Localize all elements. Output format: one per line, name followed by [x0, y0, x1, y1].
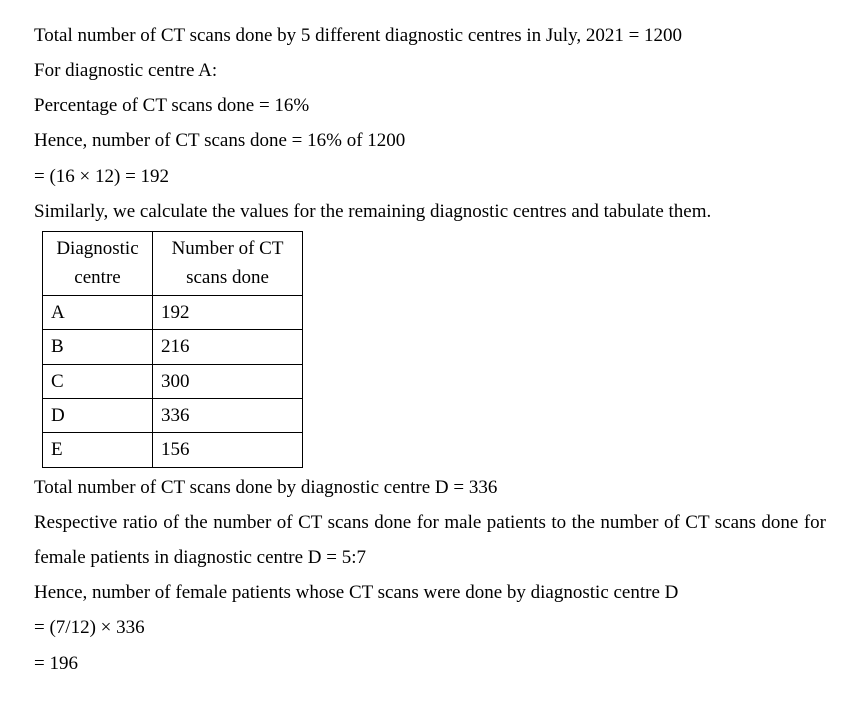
table-cell-scans: 216 — [153, 330, 303, 364]
table-header-centre: Diagnostic centre — [43, 231, 153, 295]
table-cell-scans: 300 — [153, 364, 303, 398]
table-row: C 300 — [43, 364, 303, 398]
ct-scans-table: Diagnostic centre Number of CT scans don… — [42, 231, 303, 468]
table-row: E 156 — [43, 433, 303, 467]
table-cell-centre: E — [43, 433, 153, 467]
table-row: A 192 — [43, 295, 303, 329]
table-cell-scans: 336 — [153, 399, 303, 433]
table-cell-centre: C — [43, 364, 153, 398]
text-line-10: = (7/12) × 336 — [34, 610, 826, 645]
text-line-8: Respective ratio of the number of CT sca… — [34, 505, 826, 575]
text-line-5: = (16 × 12) = 192 — [34, 159, 826, 194]
table-cell-centre: D — [43, 399, 153, 433]
text-line-9: Hence, number of female patients whose C… — [34, 575, 826, 610]
text-line-3: Percentage of CT scans done = 16% — [34, 88, 826, 123]
table-header-row: Diagnostic centre Number of CT scans don… — [43, 231, 303, 295]
text-line-6: Similarly, we calculate the values for t… — [34, 194, 826, 229]
table-cell-scans: 156 — [153, 433, 303, 467]
text-line-2: For diagnostic centre A: — [34, 53, 826, 88]
table-row: D 336 — [43, 399, 303, 433]
table-header-scans: Number of CT scans done — [153, 231, 303, 295]
text-line-11: = 196 — [34, 646, 826, 681]
text-line-4: Hence, number of CT scans done = 16% of … — [34, 123, 826, 158]
table-cell-centre: A — [43, 295, 153, 329]
text-line-7: Total number of CT scans done by diagnos… — [34, 470, 826, 505]
text-line-1: Total number of CT scans done by 5 diffe… — [34, 18, 826, 53]
table-cell-centre: B — [43, 330, 153, 364]
table-cell-scans: 192 — [153, 295, 303, 329]
table-row: B 216 — [43, 330, 303, 364]
